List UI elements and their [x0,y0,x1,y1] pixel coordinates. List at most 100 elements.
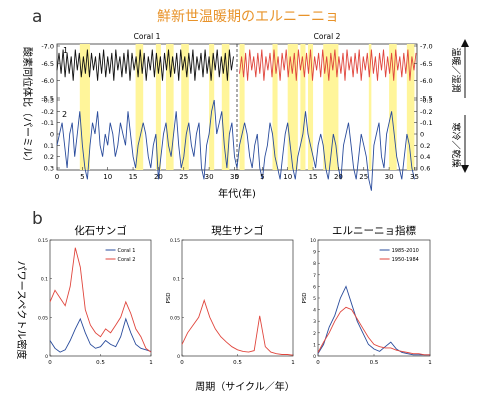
series-line-1 [239,49,417,81]
y-axis-label-right-bottom: 寒冷／乾燥 [450,122,462,167]
psd-title: エルニーニョ指標 [332,224,416,237]
psd-y-tick-label-0: 0 [45,354,48,360]
left-y-ticks: -7.0 -6.5 -6.0 -5.5-0.3 -0.2 -0.1 0 0.1 0.2 0.3 [41,43,60,173]
left-tick-label-8: 0.1 [44,142,54,150]
x-ticks: 0 5 10 15 20 25 30 350 5 10 15 20 25 30 35 [55,167,419,181]
trace-label-1: 1 [63,46,68,55]
right-tick-label-3: -5.5 [420,95,433,103]
figure-title: 鮮新世温暖期のエルニーニョ [157,9,339,25]
right-tick-label-1: -6.5 [420,60,433,68]
left-tick-label-2: -6.0 [41,77,54,85]
highlight-band-9 [287,44,298,170]
x-tick-label-c1-6: 30 [205,173,214,181]
psd-y-tick-label-8: 8 [313,261,316,267]
psd-y-tick-label-1: 1 [313,342,316,348]
highlight-band-10 [300,44,306,170]
psd-series-line-0 [181,298,294,356]
highlight-band-11 [307,44,314,170]
psd-x-tick-label-0: 0 [316,360,320,366]
psd-x-tick-label-1: 0.5 [233,360,242,366]
left-tick-label-6: -0.1 [41,119,54,127]
series-line-0 [56,49,234,81]
left-tick-label-0: -7.0 [41,43,54,51]
x-tick-label-c2-4: 20 [334,173,343,181]
timeseries-lines [56,49,417,191]
panel-label-a: a [32,7,42,27]
psd-x-axis-label: 周期（サイクル／年） [195,380,295,393]
psd-y-tick-label-0: 0 [177,354,180,360]
right-tick-label-8: 0.2 [420,142,430,150]
psd-y-tick-label-2: 0.1 [41,277,48,283]
right-y-ticks: -7.0 -6.5 -6.0 -5.5-0.3 -0.2 -0.1 0 0.2 0.4 0.6 [414,43,433,173]
right-tick-label-9: 0.4 [420,153,430,161]
psd-ylabel: PSD [166,292,172,303]
x-tick-label-c1-0: 0 [55,173,59,181]
psd-y-tick-label-6: 6 [313,284,316,290]
right-tick-label-10: 0.6 [420,165,430,173]
psd-ylabel: PSD [302,292,308,303]
left-tick-label-5: -0.2 [41,108,54,116]
highlight-band-14 [389,44,397,170]
right-tick-label-2: -6.0 [420,77,433,85]
psd-x-tick-label-1: 0.5 [96,360,105,366]
x-tick-label-c2-7: 35 [410,173,419,181]
psd-y-tick-label-4: 4 [313,308,316,314]
left-tick-label-4: -0.3 [41,97,54,105]
x-tick-label-c2-3: 15 [309,173,318,181]
psd-series-line-0 [317,285,430,356]
legend-label-1: 1950-1984 [392,257,419,263]
highlight-band-15 [406,44,415,170]
left-tick-label-9: 0.2 [44,153,54,161]
psd-y-tick-label-9: 9 [313,250,316,256]
timeseries-panel: Coral 1 Coral 2 1 2 -7.0-6.5-6.0-5.5-0.3… [21,32,469,200]
x-tick-label-c2-1: 5 [260,173,264,181]
x-axis-label: 年代(年) [218,187,256,200]
highlight-band-5 [209,44,215,170]
highlight-band-4 [181,44,189,170]
psd-title: 現生サンゴ [211,224,264,237]
coral2-panel-label: Coral 2 [314,32,341,41]
left-tick-label-1: -6.5 [41,60,54,68]
right-tick-label-4: -0.3 [420,97,433,105]
arrow-up-icon [461,39,469,47]
psd-x-tick-label-2: 1 [149,360,153,366]
highlight-band-1 [135,44,144,170]
trace-label-2: 2 [62,110,67,119]
right-tick-label-0: -7.0 [420,43,433,51]
psd-y-tick-label-0: 0 [313,354,316,360]
highlight-bands [79,44,415,170]
right-tick-label-7: 0 [420,131,424,139]
x-tick-label-c1-4: 20 [154,173,163,181]
psd-y-tick-label-5: 5 [313,296,316,302]
x-tick-label-c2-0: 0 [235,173,239,181]
panel-label-b: b [32,209,43,229]
x-tick-label-c2-6: 30 [385,173,394,181]
right-tick-label-6: -0.1 [420,119,433,127]
psd-y-tick-label-2: 0.1 [173,277,180,283]
left-tick-label-10: 0.3 [44,165,54,173]
right-tick-label-5: -0.2 [420,108,433,116]
psd-frame [181,239,294,357]
x-tick-label-c1-3: 15 [129,173,138,181]
psd-x-tick-label-1: 0.5 [370,360,379,366]
arrow-down-icon [461,165,469,173]
x-tick-label-c1-7: 35 [230,173,239,181]
highlight-band-3 [166,44,174,170]
psd-chart-fossil: 化石サンゴ 0 0.5 1 0 0.05 0.1 0.15 Coral 1 Coral 2 [38,224,153,366]
highlight-band-0 [79,44,90,170]
x-tick-label-c2-5: 25 [359,173,368,181]
left-tick-label-3: -5.5 [41,95,54,103]
legend-label-1: Coral 2 [118,257,136,263]
legend-label-0: Coral 1 [118,248,136,254]
psd-y-tick-label-2: 2 [313,331,316,337]
psd-x-tick-label-2: 1 [291,360,295,366]
psd-title: 化石サンゴ [74,224,127,237]
psd-y-tick-label-3: 0.15 [38,238,48,244]
psd-y-tick-label-1: 0.05 [38,315,48,321]
psd-x-tick-label-2: 1 [428,360,432,366]
psd-series-line-1 [49,247,152,353]
x-tick-label-c1-5: 25 [179,173,188,181]
psd-series-line-1 [317,306,430,356]
y-axis-label-left: 酸素同位体比（パーミル） [21,47,34,167]
y-axis-label-right-top: 温暖／湿潤 [450,47,462,92]
